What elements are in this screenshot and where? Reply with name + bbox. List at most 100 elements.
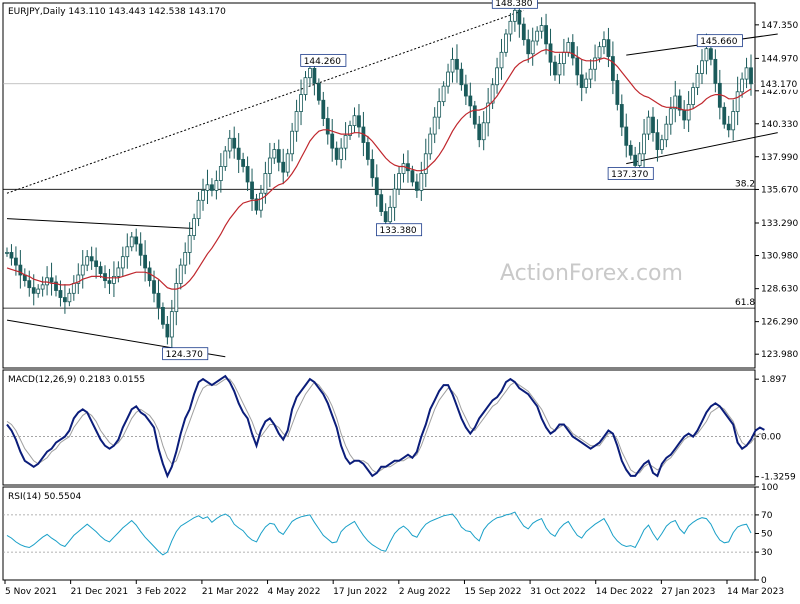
price-candle-body [664,123,669,141]
x-tick-label: 21 Mar 2022 [202,587,259,597]
price-candle-body [437,101,442,118]
price-tick-label: 128.630 [761,285,798,295]
price-candle-body [410,170,415,183]
price-candle-body [352,115,357,127]
upper-dotted-trendline [6,9,524,194]
rsi-tick-label: 30 [761,548,773,558]
price-candle-body [254,198,259,211]
price-candle-body [432,116,437,135]
price-candle-body [659,139,664,150]
price-candle-body [343,135,348,149]
rsi-tick-label: 100 [761,483,778,493]
price-candle-body [686,104,691,121]
price-candle-body [428,133,433,155]
price-candle-body [27,280,32,289]
price-candle-body [272,149,277,159]
price-candle-body [633,154,638,166]
price-candle-body [517,9,522,25]
price-tick-label: 135.670 [761,185,798,195]
fib-level-label: 61.8 [735,298,755,308]
price-candle-body [263,173,268,194]
price-candle-body [499,51,504,69]
price-candle-body [187,235,192,253]
price-candle-body [308,67,312,79]
price-candle-body [152,280,156,294]
price-candle-body [348,125,352,136]
price-candle-body [205,184,210,191]
price-candle-body [570,42,575,59]
price-candle-body [392,188,397,208]
price-candle-body [455,58,459,70]
x-tick-label: 27 Jan 2023 [661,587,715,597]
price-candle-body [651,116,655,134]
price-candle-body [80,264,85,276]
price-candle-body [388,206,393,223]
price-candle-body [138,243,143,256]
price-annotation-label: 144.260 [304,57,341,67]
macd-tick-label: 0.00 [761,433,781,443]
macd-tick-label: 1.897 [761,375,787,385]
watermark: ActionForex.com [500,261,683,286]
price-candle-body [655,132,660,150]
price-candle-body [67,292,72,303]
price-candle-body [174,283,179,313]
price-annotation-label: 145.660 [700,37,737,47]
price-candle-body [294,111,299,132]
price-candle-body [227,137,232,152]
price-candle-body [722,106,727,125]
price-candle-body [423,153,428,174]
price-candle-body [321,99,326,119]
price-candle-body [535,30,540,42]
price-tick-label: 133.290 [761,219,798,229]
price-candle-body [236,147,241,160]
price-candle-body [642,133,646,155]
price-candle-body [161,307,165,325]
price-candle-body [178,264,183,284]
price-candle-body [36,288,41,294]
price-candle-body [481,122,486,141]
price-candle-body [276,149,281,163]
price-candle-body [450,58,455,73]
price-candle-body [624,126,629,146]
price-candle-body [18,264,23,276]
price-tick-label: 140.330 [761,120,798,130]
x-tick-label: 2 Aug 2022 [399,587,451,597]
price-tick-label: 142.670 [761,87,798,97]
price-tick-label: 147.350 [761,21,798,31]
price-candle-body [668,108,673,125]
price-candle-body [107,280,112,284]
price-candle-body [339,147,344,160]
price-candle-body [281,161,286,173]
price-candle-body [89,256,94,262]
price-candle-body [365,142,370,160]
price-annotation-label: 148.380 [495,0,532,9]
price-candle-body [414,181,419,191]
price-candle-body [419,173,424,191]
price-candle-body [116,267,121,277]
price-candle-body [468,95,473,107]
price-candle-body [749,67,753,85]
price-candle-body [490,84,495,104]
fib-level-label: 38.2 [735,179,755,189]
price-tick-label: 130.980 [761,252,798,262]
price-candle-body [397,173,401,190]
price-annotation-label: 133.380 [379,226,416,236]
price-candle-body [548,43,553,63]
x-tick-label: 21 Dec 2021 [71,587,128,597]
price-tick-label: 137.990 [761,153,798,163]
price-candle-body [726,123,731,131]
price-candle-body [76,274,81,284]
price-candle-body [628,144,633,156]
x-tick-label: 14 Dec 2022 [596,587,654,597]
price-candle-body [196,199,201,220]
x-tick-label: 5 Nov 2021 [5,587,57,597]
price-candle-body [526,39,531,55]
x-tick-label: 15 Sep 2022 [464,587,521,597]
price-candle-body [9,252,14,259]
price-candle-body [374,177,379,196]
price-candle-body [606,39,611,57]
price-candle-body [223,150,228,167]
price-candle-body [508,20,513,35]
price-candle-body [71,283,76,294]
price-candle-body [232,137,237,149]
